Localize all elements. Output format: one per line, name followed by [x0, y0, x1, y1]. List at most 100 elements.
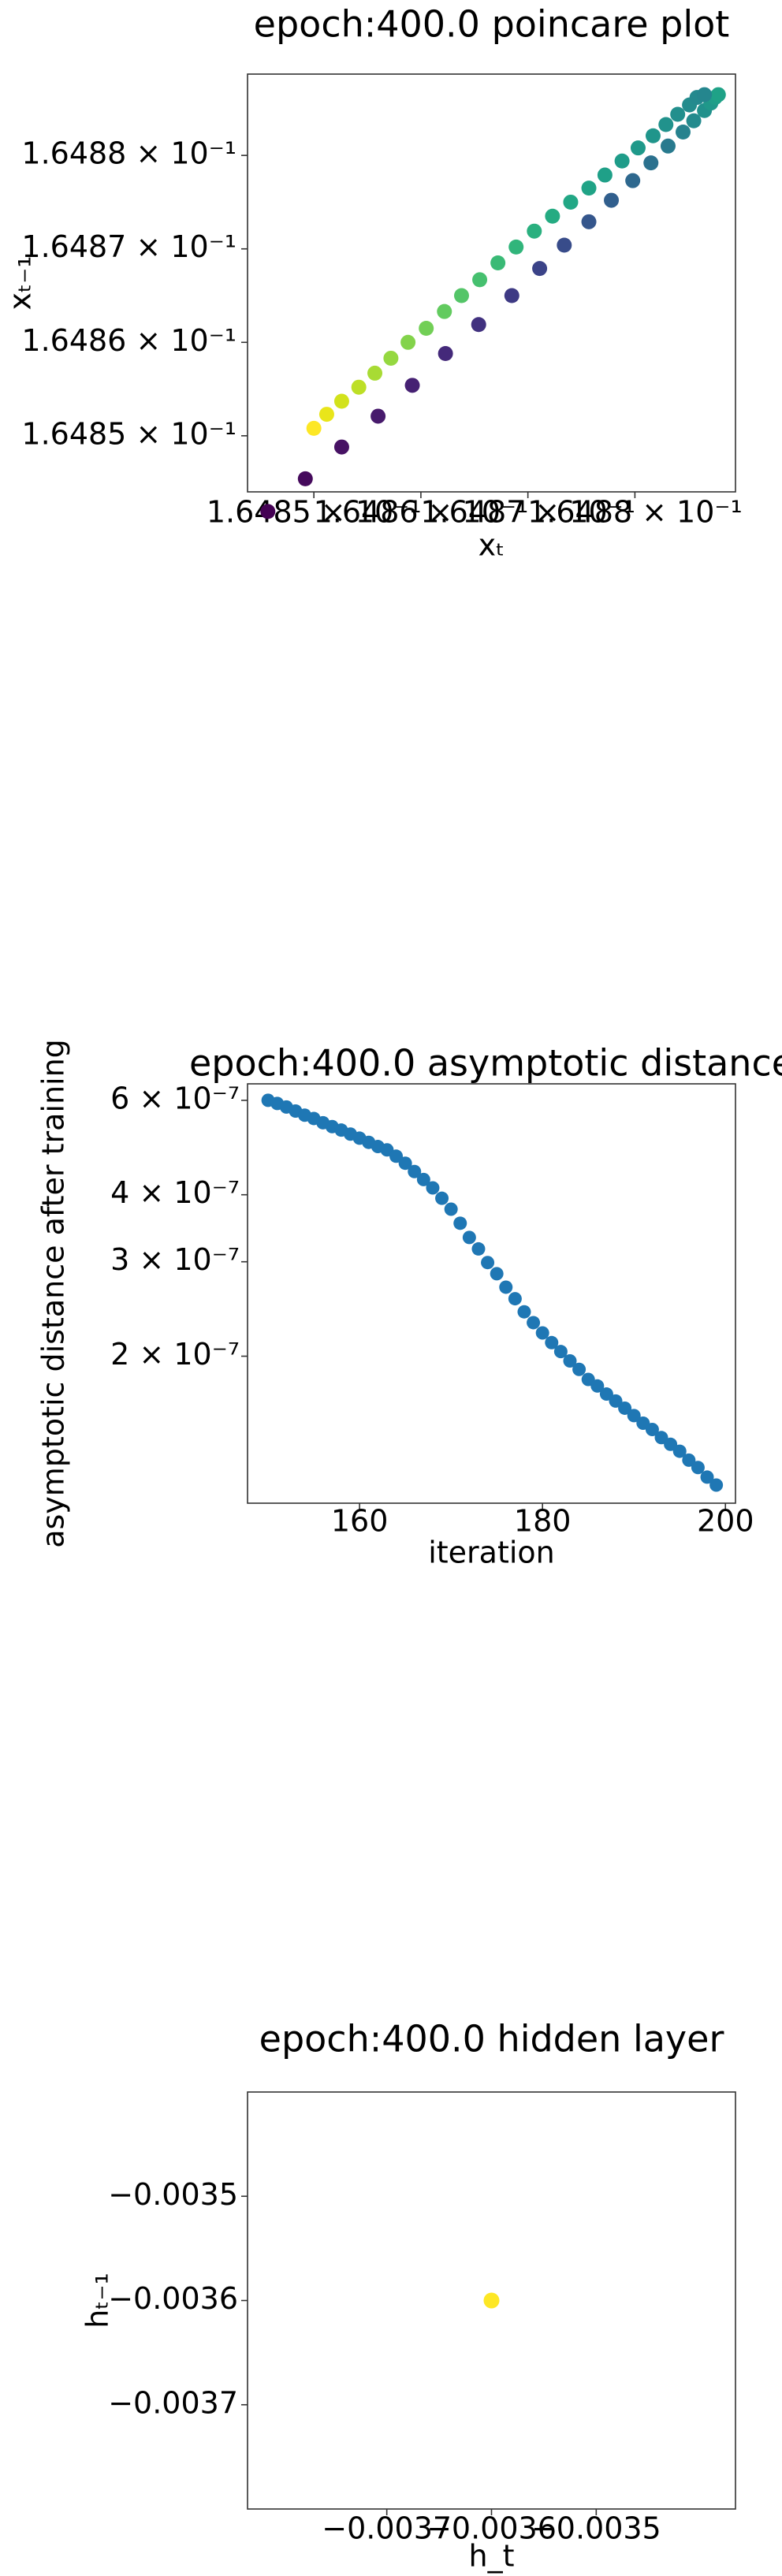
point: [609, 1394, 623, 1408]
y-tick-label: 6 × 10⁻⁷: [110, 1081, 240, 1115]
chart-title: epoch:400.0 asymptotic distance: [189, 1042, 782, 1085]
point: [471, 1241, 486, 1256]
y-tick-label: 3 × 10⁻⁷: [110, 1242, 240, 1277]
point: [545, 1335, 559, 1349]
point: [398, 1156, 412, 1171]
point: [581, 181, 597, 196]
x-tick-label: −0.0037: [322, 2511, 452, 2546]
x-tick-label: 200: [697, 1504, 754, 1539]
point: [408, 1164, 422, 1178]
point: [499, 1280, 513, 1294]
y-tick-label: −0.0037: [108, 2385, 238, 2420]
y-tick-label: 2 × 10⁻⁷: [110, 1337, 240, 1372]
point: [508, 1292, 522, 1306]
x-axis-label: h_t: [469, 2539, 515, 2574]
point: [419, 321, 434, 337]
point: [367, 365, 383, 381]
y-tick-label: 4 × 10⁻⁷: [110, 1175, 240, 1210]
point: [435, 1191, 449, 1205]
x-tick-label: 1.6485 × 10⁻¹: [207, 495, 422, 530]
x-tick-label: −0.0035: [531, 2511, 661, 2546]
point: [625, 173, 641, 188]
point: [318, 407, 334, 423]
plot-frame: [247, 73, 736, 493]
point: [508, 239, 524, 255]
point: [297, 471, 313, 486]
y-tick-label: 1.6485 × 10⁻¹: [21, 416, 236, 451]
x-axis-label: iteration: [428, 1536, 555, 1570]
point: [481, 1256, 495, 1270]
point: [630, 140, 646, 156]
point: [627, 1409, 641, 1423]
point: [709, 1478, 724, 1492]
x-tick-label: 1.6486 × 10⁻¹: [314, 495, 529, 530]
point: [660, 138, 676, 154]
point: [710, 87, 726, 102]
point: [517, 1305, 531, 1319]
point: [471, 317, 486, 333]
plot-frame: [247, 1083, 736, 1504]
point: [614, 153, 630, 169]
point: [599, 1387, 613, 1402]
point: [453, 1216, 467, 1230]
point: [618, 1401, 632, 1415]
point: [453, 288, 469, 303]
point: [581, 214, 597, 229]
point: [572, 1362, 586, 1376]
point: [490, 1267, 504, 1281]
x-tick-label: 1.6488 × 10⁻¹: [527, 495, 743, 530]
point: [527, 1316, 541, 1330]
y-axis-label: xₜ₋₁: [3, 256, 38, 311]
chart-title: epoch:400.0 hidden layer: [259, 2018, 724, 2060]
point: [643, 155, 659, 171]
point: [260, 504, 276, 519]
point: [590, 1379, 605, 1393]
point: [557, 237, 572, 253]
point: [700, 1470, 714, 1484]
point: [504, 288, 519, 303]
point: [438, 346, 453, 362]
point: [645, 128, 661, 143]
point: [697, 87, 713, 102]
y-axis-label: asymptotic distance after training: [36, 1039, 71, 1548]
point: [658, 117, 674, 132]
point: [563, 194, 579, 210]
x-tick-label: −0.0036: [426, 2511, 557, 2546]
point: [553, 1345, 568, 1359]
point: [490, 255, 506, 271]
point: [462, 1230, 476, 1245]
y-axis-label: hₜ₋₁: [80, 2273, 115, 2328]
x-axis-label: xₜ: [479, 528, 505, 563]
point: [672, 1444, 687, 1458]
point: [389, 1149, 404, 1163]
point: [545, 208, 560, 224]
point: [333, 439, 349, 455]
x-tick-label: 1.6487 × 10⁻¹: [420, 495, 635, 530]
point: [682, 1453, 696, 1467]
point: [437, 303, 452, 319]
y-tick-label: 1.6488 × 10⁻¹: [21, 136, 236, 171]
chart-title: epoch:400.0 poincare plot: [254, 3, 730, 46]
point: [416, 1172, 430, 1186]
point: [400, 334, 416, 350]
point: [597, 167, 613, 183]
y-tick-label: −0.0035: [108, 2177, 238, 2212]
point: [527, 223, 542, 239]
point: [333, 393, 349, 409]
point: [383, 350, 399, 366]
point: [532, 261, 548, 277]
point: [404, 378, 420, 393]
x-tick-label: 180: [514, 1504, 572, 1539]
point: [306, 420, 322, 436]
point: [351, 379, 367, 395]
point: [426, 1181, 440, 1195]
y-tick-label: 1.6487 × 10⁻¹: [21, 229, 236, 264]
y-tick-label: 1.6486 × 10⁻¹: [21, 323, 236, 358]
point: [664, 1437, 678, 1451]
point: [670, 106, 686, 122]
point: [444, 1202, 458, 1216]
point: [645, 1423, 659, 1437]
point: [371, 408, 386, 424]
point: [691, 1461, 705, 1475]
